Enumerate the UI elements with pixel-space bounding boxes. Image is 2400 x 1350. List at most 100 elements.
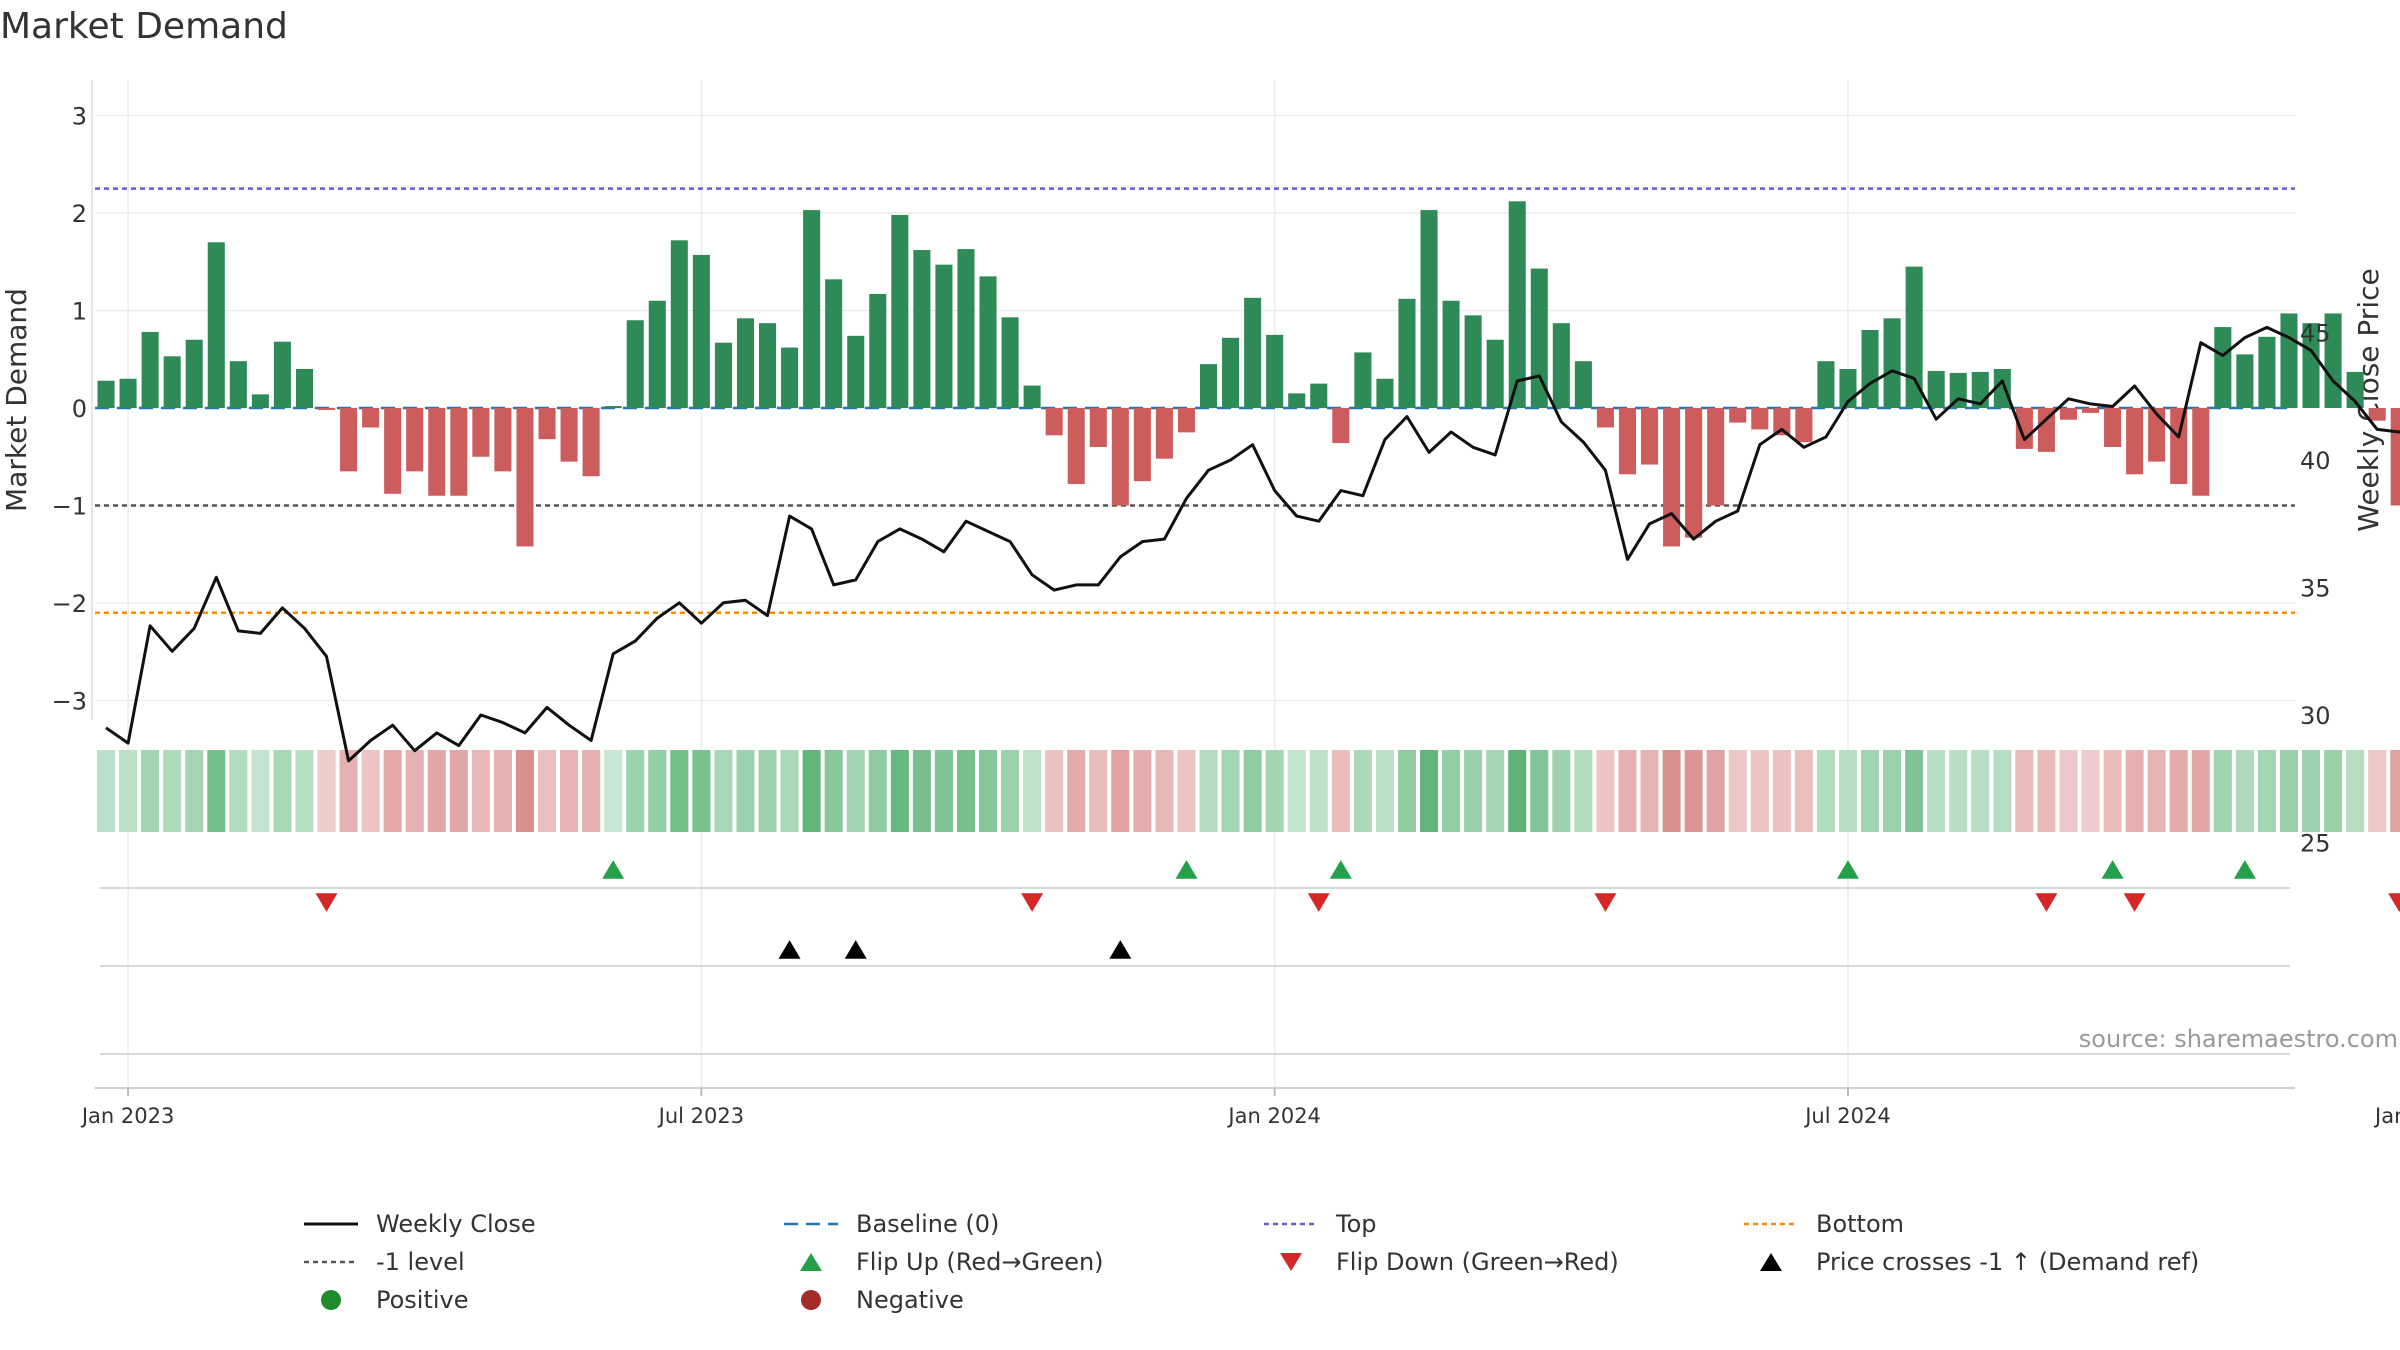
heat-cell xyxy=(1706,750,1725,832)
demand-bar xyxy=(1795,408,1813,443)
legend-swatch xyxy=(1264,1222,1318,1226)
flip-down-marker xyxy=(1307,893,1330,912)
demand-bar xyxy=(1861,330,1879,408)
demand-bar xyxy=(781,347,799,408)
flip-up-marker xyxy=(2101,860,2124,879)
heat-cell xyxy=(427,750,446,832)
heat-cell xyxy=(2279,750,2298,832)
heat-cell xyxy=(1177,750,1196,832)
demand-bar xyxy=(450,408,468,496)
heat-cell xyxy=(2257,750,2276,832)
heat-cell xyxy=(2390,750,2400,832)
flip-up-marker xyxy=(1836,860,1859,879)
legend-swatch xyxy=(784,1222,838,1226)
demand-bar xyxy=(2214,327,2232,408)
heat-cell xyxy=(1750,750,1769,832)
heat-cell xyxy=(1221,750,1240,832)
legend-swatch xyxy=(1744,1222,1798,1226)
heat-cell xyxy=(538,750,557,832)
demand-bar xyxy=(1023,385,1041,408)
heat-cell xyxy=(2103,750,2122,832)
heat-cell xyxy=(1993,750,2012,832)
demand-bar xyxy=(163,356,181,408)
demand-bar xyxy=(692,254,710,408)
legend-row: -1 level Flip Up (Red→Green) Flip Down (Gr… xyxy=(300,1243,2280,1281)
demand-bar xyxy=(1574,361,1592,408)
heat-cell xyxy=(2324,750,2343,832)
demand-bar xyxy=(2236,354,2254,408)
y2-tick-label: 25 xyxy=(2300,830,2331,858)
heat-cell xyxy=(1265,750,1284,832)
heat-cell xyxy=(515,750,534,832)
heat-cell xyxy=(956,750,975,832)
heat-cell xyxy=(670,750,689,832)
legend-item: Bottom xyxy=(1740,1209,2220,1239)
demand-bar xyxy=(1552,323,1570,408)
demand-bar xyxy=(891,214,909,408)
heat-cell xyxy=(2059,750,2078,832)
heat-cell xyxy=(1309,750,1328,832)
flip-up-marker xyxy=(2233,860,2256,879)
legend-dot xyxy=(321,1290,341,1310)
heat-cell xyxy=(1199,750,1218,832)
demand-bar xyxy=(1773,408,1791,436)
heat-cell xyxy=(1045,750,1064,832)
heat-cell xyxy=(251,750,270,832)
heat-cell xyxy=(1089,750,1108,832)
demand-bar xyxy=(2126,408,2144,475)
demand-bar xyxy=(229,361,247,408)
demand-bar xyxy=(340,408,358,472)
heat-cell xyxy=(1662,750,1681,832)
legend-label: Top xyxy=(1336,1210,1377,1238)
heat-cell xyxy=(2302,750,2321,832)
demand-bar xyxy=(1266,334,1284,408)
demand-bar xyxy=(1927,370,1945,408)
heat-cell xyxy=(846,750,865,832)
y-tick-label: −3 xyxy=(52,688,87,716)
demand-bar xyxy=(97,380,115,408)
heat-cell xyxy=(1772,750,1791,832)
axis-ticks: 3 2 1 0 −1 −2 −3 45 40 35 30 25 Jan 2023 Jul 2023 Jan … xyxy=(52,103,2400,1129)
heat-cell xyxy=(383,750,402,832)
demand-bar xyxy=(2258,336,2276,408)
heat-cell xyxy=(1684,750,1703,832)
demand-bar xyxy=(2302,323,2320,408)
heat-cell xyxy=(273,750,292,832)
legend-swatch xyxy=(304,1260,358,1264)
heat-cell xyxy=(1331,750,1350,832)
y-tick-label: 0 xyxy=(72,395,87,423)
legend-item: Positive xyxy=(300,1285,780,1315)
y-tick-label: 2 xyxy=(72,200,87,228)
demand-bar xyxy=(1001,317,1019,408)
demand-bar xyxy=(1398,298,1416,408)
demand-bar xyxy=(119,378,137,408)
heat-cell xyxy=(1861,750,1880,832)
flip-up-marker xyxy=(1329,860,1352,879)
legend-label: Bottom xyxy=(1816,1210,1905,1238)
heat-cell xyxy=(1927,750,1946,832)
heat-cell xyxy=(97,750,116,832)
demand-bar xyxy=(2280,313,2298,408)
demand-bar xyxy=(1707,408,1725,506)
demand-bar xyxy=(384,408,402,494)
demand-bar xyxy=(1376,378,1394,408)
demand-bar xyxy=(1530,268,1548,408)
demand-bar xyxy=(1200,364,1218,408)
heat-cell xyxy=(714,750,733,832)
heat-cell xyxy=(802,750,821,832)
legend-item: -1 level xyxy=(300,1247,780,1277)
legend-triangle xyxy=(1760,1253,1782,1271)
demand-bars xyxy=(97,201,2400,547)
demand-bar xyxy=(803,210,821,408)
flip-down-marker xyxy=(1594,893,1617,912)
grid-lines xyxy=(91,80,2295,1088)
demand-bar xyxy=(626,320,644,408)
demand-bar xyxy=(1486,339,1504,408)
x-tick-label: Jul 2023 xyxy=(657,1104,744,1128)
demand-bar xyxy=(736,318,754,408)
price-line xyxy=(105,325,2400,763)
heat-cell xyxy=(1574,750,1593,832)
legend-label: Flip Down (Green→Red) xyxy=(1336,1248,1619,1276)
heat-cell xyxy=(1243,750,1262,832)
legend-triangle xyxy=(1280,1253,1302,1271)
